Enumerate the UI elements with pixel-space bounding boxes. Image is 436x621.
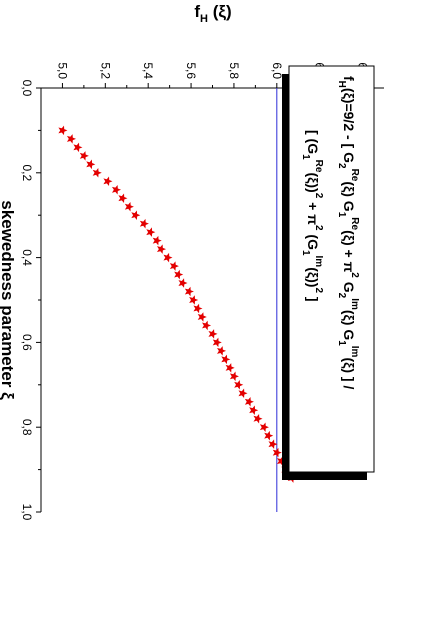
data-point-star (73, 142, 83, 153)
data-point-star (259, 422, 269, 432)
data-point-star (152, 235, 162, 246)
y-tick-label: 5,2 (98, 62, 112, 79)
x-ticks: 0,0 0,2 0,4 0,6 0,8 1,0 (20, 80, 41, 521)
data-point-star (238, 388, 248, 399)
x-tick-label: 0,2 (20, 164, 34, 181)
formula-line-2: [ (G1Re(ξ))2 + π2 (G1Im(ξ))2 ] (300, 130, 324, 302)
data-point-star (66, 134, 77, 144)
data-point-star (86, 159, 96, 170)
y-tick-label: 6,0 (270, 62, 284, 79)
data-point-star (178, 278, 188, 288)
data-points (58, 125, 297, 483)
data-point-star (169, 261, 179, 271)
data-point-star (244, 397, 254, 407)
data-point-star (208, 329, 218, 339)
formula-line-1: fH(ξ)=9/2 - [ G2Re(ξ) G1Re(ξ) + π2 G2Im(… (336, 76, 360, 389)
data-point-star (253, 413, 263, 424)
x-tick-label: 1,0 (20, 504, 34, 521)
data-point-star (272, 447, 282, 458)
data-point-star (79, 151, 89, 161)
formula-box (288, 65, 375, 473)
x-tick-label: 0,0 (20, 80, 34, 97)
data-point-star (217, 346, 227, 356)
x-axis-title: skewedness parameter ξ (0, 200, 17, 400)
data-point-star (184, 286, 194, 297)
data-point-star (221, 354, 231, 365)
x-tick-label: 0,6 (20, 334, 34, 351)
data-point-star (229, 371, 239, 382)
data-point-star (157, 244, 167, 254)
data-point-star (124, 201, 134, 212)
data-point-star (277, 456, 287, 466)
x-tick-label: 0,8 (20, 419, 34, 436)
data-point-star (163, 252, 173, 263)
y-tick-label: 5,8 (227, 62, 241, 79)
y-tick-label: 5,4 (141, 62, 155, 79)
data-point-star (225, 363, 235, 373)
x-tick-label: 0,4 (20, 249, 34, 266)
data-point-star (111, 185, 122, 195)
data-point-star (58, 125, 68, 136)
data-point-star (139, 218, 149, 229)
data-point-star (202, 320, 212, 331)
data-point-star (197, 312, 207, 322)
data-point-star (174, 269, 184, 280)
data-point-star (268, 439, 278, 449)
data-point-star (146, 227, 156, 237)
data-point-star (264, 430, 274, 441)
data-point-star (234, 380, 244, 390)
data-point-star (249, 405, 259, 415)
data-point-star (103, 176, 113, 187)
y-tick-label: 5,0 (55, 62, 69, 79)
data-point-star (189, 295, 199, 305)
data-point-star (92, 168, 102, 178)
data-point-star (193, 303, 203, 314)
rotated-chart-group: 5,05,25,45,65,86,06,26,4 0,00,20,40,60,8… (0, 2, 384, 521)
y-axis-title: fH (ξ) (194, 2, 231, 25)
data-point-star (212, 337, 222, 348)
data-point-star (118, 193, 128, 203)
data-point-star (131, 210, 141, 220)
y-tick-label: 5,6 (184, 62, 198, 79)
